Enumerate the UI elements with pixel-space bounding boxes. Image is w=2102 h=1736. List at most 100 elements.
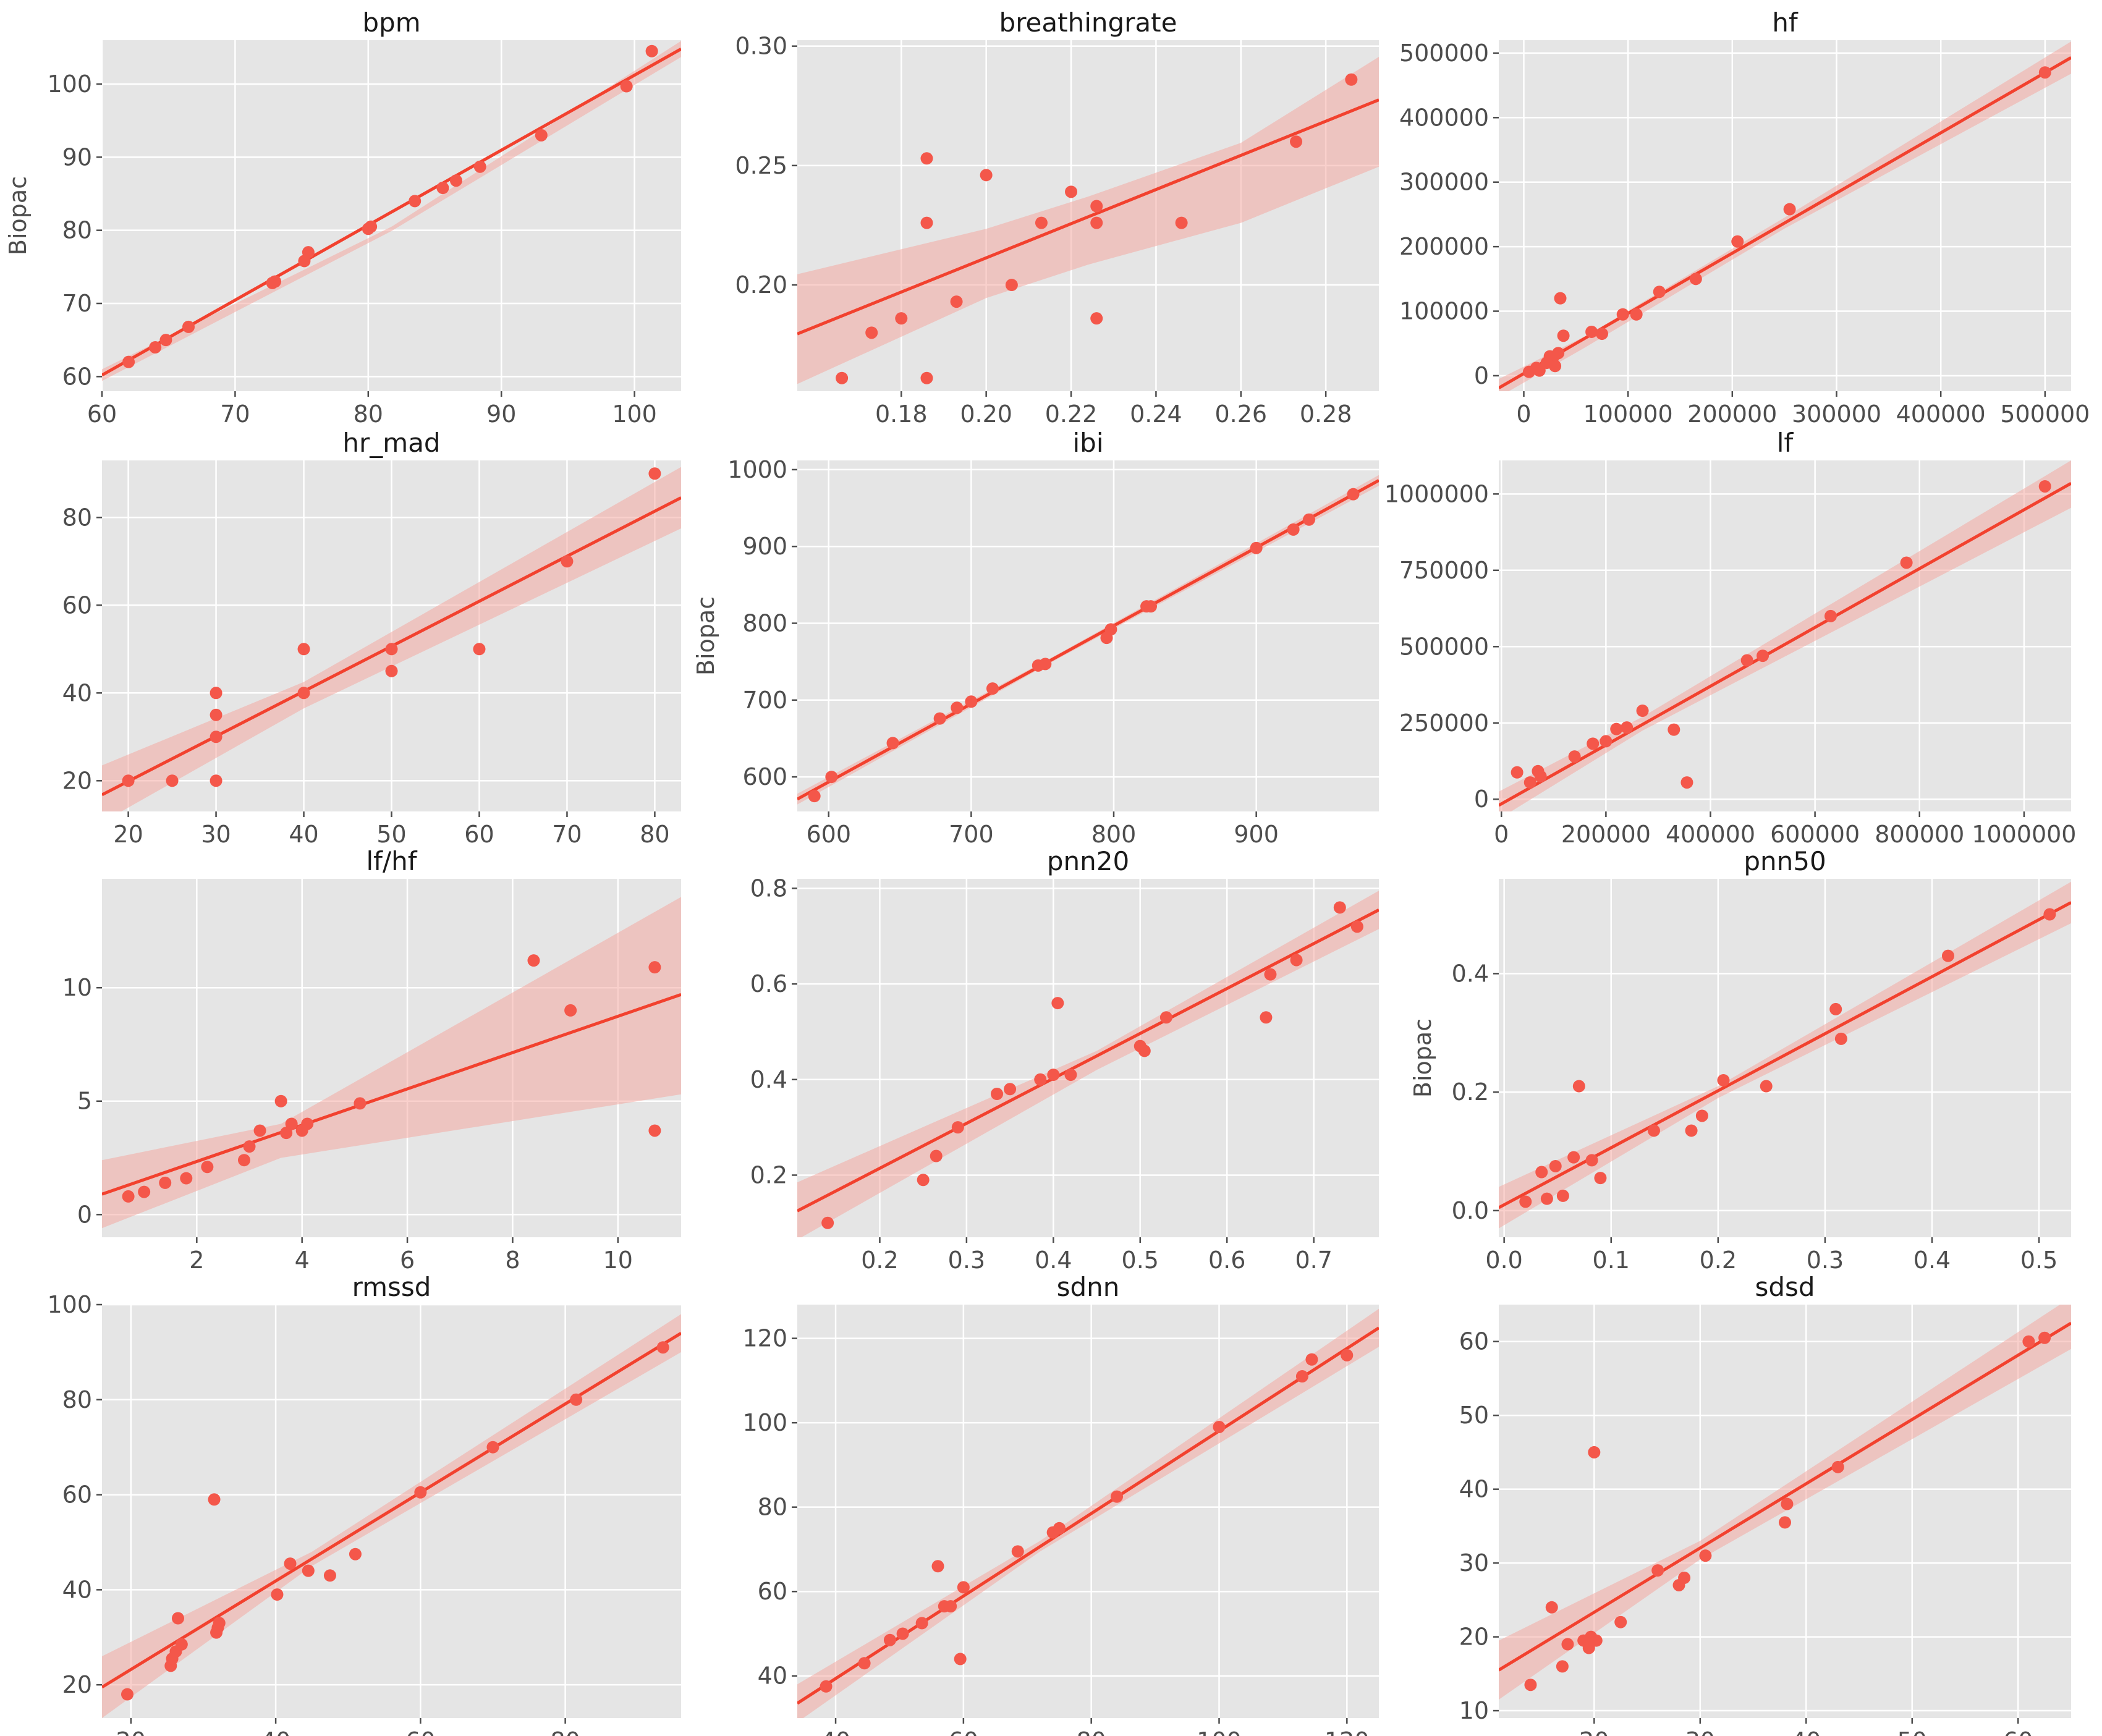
y-tick-label: 80 <box>758 1494 787 1521</box>
data-point <box>159 1176 172 1189</box>
x-tick-label: 0.3 <box>1807 1247 1844 1274</box>
data-point <box>210 708 222 721</box>
data-point <box>449 174 462 187</box>
data-point <box>409 195 422 208</box>
plot-content <box>102 467 681 811</box>
chart-panel: 0 200000 400000 600000 800000 1000000 0 250000 5… <box>1384 428 2077 848</box>
data-point <box>1647 1124 1660 1137</box>
panel-title: pnn20 <box>1047 846 1129 876</box>
data-point <box>957 1581 970 1594</box>
data-point <box>527 954 540 967</box>
regression-line <box>797 908 1379 1213</box>
data-point <box>1941 949 1954 962</box>
data-point <box>1305 1353 1318 1366</box>
data-point <box>1302 513 1315 526</box>
data-point <box>648 1124 661 1137</box>
data-point <box>951 701 964 714</box>
x-tick-label: 0.3 <box>948 1247 985 1274</box>
x-tick-label: 6 <box>400 1247 415 1274</box>
data-point <box>2038 66 2051 79</box>
y-tick-label: 0.25 <box>735 152 787 179</box>
data-point <box>1005 279 1018 292</box>
data-point <box>1213 1420 1226 1433</box>
data-point <box>920 216 933 229</box>
y-tick-label: 0.30 <box>735 33 787 60</box>
data-point <box>2022 1335 2035 1348</box>
y-tick-label: 400000 <box>1399 104 1489 131</box>
data-point <box>349 1548 362 1560</box>
plot-content <box>797 891 1379 1237</box>
data-point <box>210 774 222 787</box>
data-point <box>237 1154 250 1167</box>
data-point <box>920 152 933 165</box>
y-tick-label: 0.20 <box>735 271 787 299</box>
data-point <box>297 687 310 700</box>
x-tick-label: 30 <box>1685 1727 1715 1736</box>
data-point <box>825 771 838 784</box>
y-axis-label: Biopac <box>692 596 719 675</box>
data-point <box>1760 1080 1773 1093</box>
data-point <box>1779 1516 1791 1529</box>
y-tick-label: 40 <box>758 1662 787 1690</box>
data-point <box>1065 185 1078 198</box>
data-point <box>1556 1189 1569 1202</box>
x-tick-label: 60 <box>949 1727 978 1736</box>
data-point <box>917 1174 930 1187</box>
y-tick-label: 0.6 <box>750 970 787 997</box>
data-point <box>1831 1460 1844 1473</box>
data-point <box>159 334 172 347</box>
y-tick-label: 250000 <box>1399 709 1489 737</box>
confidence-band <box>797 1308 1379 1718</box>
data-point <box>564 1004 577 1017</box>
regression-line <box>797 98 1379 336</box>
x-tick-label: 0.5 <box>2020 1247 2058 1274</box>
data-point <box>486 1441 499 1454</box>
plot-area <box>102 40 681 391</box>
data-point <box>1834 1032 1847 1045</box>
data-point <box>1545 1601 1558 1614</box>
data-point <box>1159 1011 1172 1024</box>
data-point <box>895 312 908 325</box>
data-point <box>1540 1192 1553 1205</box>
data-point <box>915 1617 928 1630</box>
data-point <box>301 1117 314 1130</box>
x-tick-label: 80 <box>1076 1727 1106 1736</box>
data-point <box>1104 623 1117 636</box>
data-point <box>1585 325 1598 338</box>
x-tick-label: 40 <box>821 1727 850 1736</box>
x-tick-label: 40 <box>289 821 318 848</box>
data-point <box>808 790 821 803</box>
data-point <box>1824 609 1837 622</box>
x-tick-label: 30 <box>201 821 231 848</box>
chart-panel: 0.2 0.3 0.4 0.5 0.6 0.7 0.2 0.4 0.6 0.8 pnn20 <box>750 846 1379 1274</box>
chart-panel: 0 100000 200000 300000 400000 500000 0 100000 20… <box>1399 7 2090 428</box>
data-point <box>1678 1572 1691 1585</box>
x-tick-label: 600000 <box>1770 821 1860 848</box>
data-point <box>302 246 315 259</box>
data-point <box>210 730 222 743</box>
data-point <box>1829 1002 1842 1015</box>
plot-content <box>102 897 681 1229</box>
x-tick-label: 10 <box>603 1247 633 1274</box>
y-tick-label: 50 <box>1459 1402 1489 1429</box>
plot-content <box>1499 41 2071 391</box>
chart-panel: 0.0 0.1 0.2 0.3 0.4 0.5 0.0 0.2 0.4 pnn50 Biopac <box>1409 846 2071 1274</box>
data-point <box>1587 737 1600 750</box>
x-tick-label: 0.26 <box>1214 400 1267 428</box>
y-tick-label: 20 <box>62 1671 92 1698</box>
panel-title: ibi <box>1073 428 1104 458</box>
x-tick-label: 0.4 <box>1035 1247 1072 1274</box>
data-point <box>149 341 162 354</box>
data-point <box>1616 308 1629 321</box>
data-point <box>414 1486 427 1499</box>
x-tick-label: 100000 <box>1583 400 1673 428</box>
data-point <box>1585 1154 1598 1167</box>
plot-content <box>797 57 1379 384</box>
chart-panel: 2 4 6 8 10 0 5 10 lf/hf <box>62 846 681 1274</box>
data-point <box>1534 770 1547 783</box>
panel-title: sdnn <box>1057 1272 1120 1302</box>
panel-title: rmssd <box>352 1272 431 1302</box>
chart-panel: 406080100120406080100120sdnnJamesOne <box>742 1272 1379 1736</box>
x-tick-label: 120 <box>1324 1727 1370 1736</box>
x-tick-label: 0.28 <box>1300 400 1352 428</box>
